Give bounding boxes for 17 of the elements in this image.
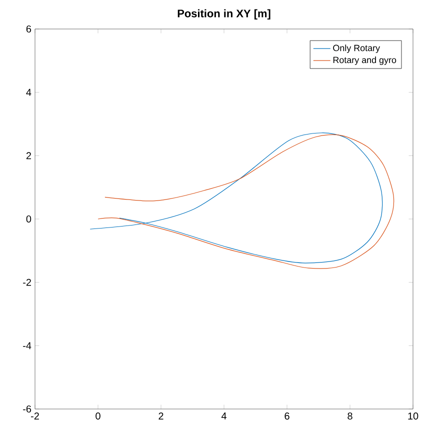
- y-tick-label: 2: [26, 152, 31, 160]
- legend-label: Only Rotary: [333, 44, 380, 53]
- x-tick-label: 8: [348, 412, 352, 420]
- y-tick-label: -4: [23, 342, 32, 350]
- y-tick-label: -6: [23, 405, 32, 413]
- x-tick-label: 4: [221, 412, 226, 420]
- y-tick-label: 0: [26, 215, 32, 223]
- legend-label: Rotary and gyro: [333, 56, 396, 65]
- x-tick-label: -2: [31, 412, 39, 420]
- chart-title: Position in XY [m]: [178, 9, 270, 20]
- x-tick-label: 6: [284, 412, 290, 420]
- x-tick-label: 10: [408, 412, 418, 420]
- y-tick-label: -2: [23, 278, 31, 286]
- y-tick-label: 4: [26, 88, 32, 96]
- x-tick-label: 0: [96, 412, 100, 420]
- x-tick-label: 2: [158, 412, 164, 420]
- y-tick-label: 6: [26, 25, 32, 33]
